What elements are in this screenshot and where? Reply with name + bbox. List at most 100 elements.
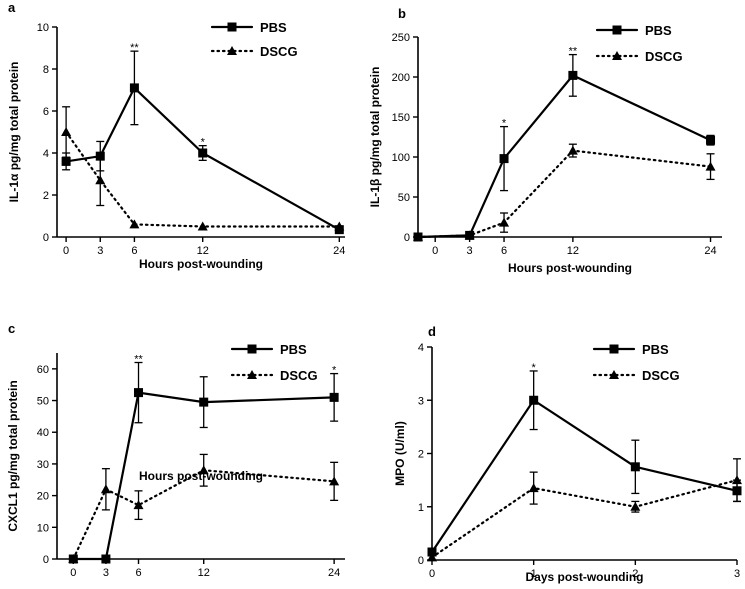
panel-letter: a (8, 0, 16, 15)
data-point (334, 221, 345, 231)
series-pbs (68, 361, 339, 564)
data-point (499, 217, 510, 227)
significance-marker: * (532, 362, 537, 374)
y-tick-label: 50 (398, 192, 410, 204)
legend-marker (609, 344, 619, 354)
x-tick-label: 6 (135, 567, 141, 579)
series-line (72, 469, 336, 561)
series-line (416, 74, 712, 239)
data-point (329, 476, 340, 486)
series-dscg (413, 143, 716, 241)
legend-label: PBS (260, 20, 287, 35)
series-line (416, 149, 712, 239)
data-point (197, 221, 208, 231)
x-tick-label: 2 (632, 568, 638, 580)
y-tick-label: 0 (418, 555, 424, 567)
data-point (100, 484, 111, 494)
data-point (567, 145, 578, 155)
x-tick-label: 3 (103, 567, 109, 579)
panel-b: b 0 50 100 150 200 250 0 3 6 12 24 Hours post-woundi… (368, 6, 722, 275)
data-point (630, 462, 640, 472)
data-point (528, 483, 539, 493)
data-point (95, 175, 106, 185)
significance-marker: * (502, 118, 507, 130)
series-line (430, 398, 739, 554)
significance-marker: ** (134, 354, 143, 366)
y-tick-label: 8 (43, 64, 49, 76)
data-point (630, 501, 641, 511)
significance-marker: ** (569, 46, 578, 58)
y-tick-label: 0 (43, 232, 49, 244)
x-tick-label: 6 (501, 245, 507, 257)
legend-label: DSCG (280, 368, 318, 383)
significance-marker: * (332, 365, 337, 377)
series-dscg (427, 458, 742, 562)
data-point (427, 547, 437, 557)
legend-marker (227, 22, 237, 32)
y-tick-label: 1 (418, 502, 424, 514)
series-dscg (61, 106, 345, 231)
y-tick-label: 4 (43, 148, 49, 160)
data-point (129, 83, 139, 93)
x-tick-label: 0 (432, 245, 438, 257)
panel-d: d 0 1 2 3 4 0 1 2 3 Days post-wounding MPO (U/ml) PB… (393, 324, 742, 584)
legend-marker (612, 51, 622, 60)
data-point (427, 552, 437, 562)
data-point (732, 475, 742, 485)
y-tick-label: 0 (404, 232, 410, 244)
y-tick-label: 100 (392, 152, 410, 164)
data-point (61, 156, 71, 166)
data-point (705, 161, 716, 171)
y-axis-title: IL-1α pg/mg total protein (7, 62, 21, 203)
data-point (129, 219, 140, 229)
x-tick-label: 3 (734, 568, 740, 580)
data-point (68, 554, 79, 563)
data-point (464, 230, 475, 240)
x-tick-label: 24 (704, 245, 716, 257)
x-tick-label: 12 (567, 245, 579, 257)
y-tick-label: 20 (37, 491, 49, 503)
x-tick-label: 0 (63, 245, 69, 257)
y-tick-label: 60 (37, 364, 49, 376)
legend-label: PBS (280, 342, 307, 357)
significance-marker: * (201, 137, 206, 149)
legend-label: PBS (642, 342, 669, 357)
legend-label: DSCG (260, 44, 298, 59)
x-axis-title: Hours post-wounding (139, 257, 263, 271)
data-point (499, 154, 509, 164)
legend-marker (609, 370, 619, 379)
x-tick-label: 3 (97, 245, 103, 257)
data-point (101, 554, 111, 564)
panel-letter: c (8, 321, 15, 336)
x-tick-label: 24 (333, 245, 345, 257)
series-line (430, 479, 739, 559)
y-tick-label: 10 (37, 522, 49, 534)
legend-marker (227, 46, 237, 55)
data-point (198, 148, 208, 158)
y-tick-label: 150 (392, 112, 410, 124)
y-tick-label: 2 (43, 190, 49, 202)
data-point (413, 232, 423, 241)
y-tick-label: 40 (37, 427, 49, 439)
significance-marker: ** (130, 42, 139, 54)
legend-label: DSCG (645, 49, 683, 64)
y-tick-label: 0 (43, 554, 49, 566)
series-dscg (68, 453, 340, 563)
data-point (329, 392, 339, 402)
legend-label: PBS (645, 23, 672, 38)
x-tick-label: 12 (198, 567, 210, 579)
x-tick-label: 24 (328, 567, 340, 579)
x-tick-label: 0 (429, 568, 435, 580)
panel-letter: d (428, 324, 436, 339)
y-tick-label: 4 (418, 342, 424, 354)
data-point (61, 127, 72, 136)
x-tick-label: 6 (131, 245, 137, 257)
data-point (199, 397, 209, 407)
panel-letter: b (398, 6, 406, 21)
data-point (529, 395, 539, 405)
x-axis-title: Hours post-wounding (508, 261, 632, 275)
data-point (133, 500, 144, 510)
